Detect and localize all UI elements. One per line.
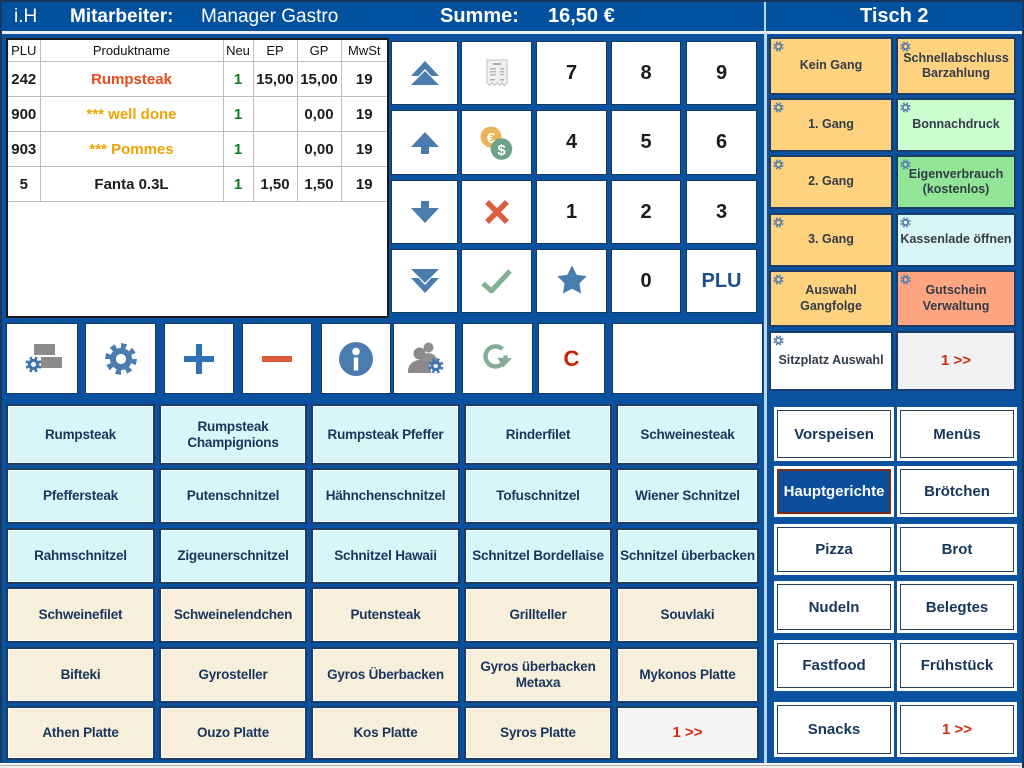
svg-text:$: $ xyxy=(497,142,506,159)
svg-text:€: € xyxy=(486,130,495,147)
